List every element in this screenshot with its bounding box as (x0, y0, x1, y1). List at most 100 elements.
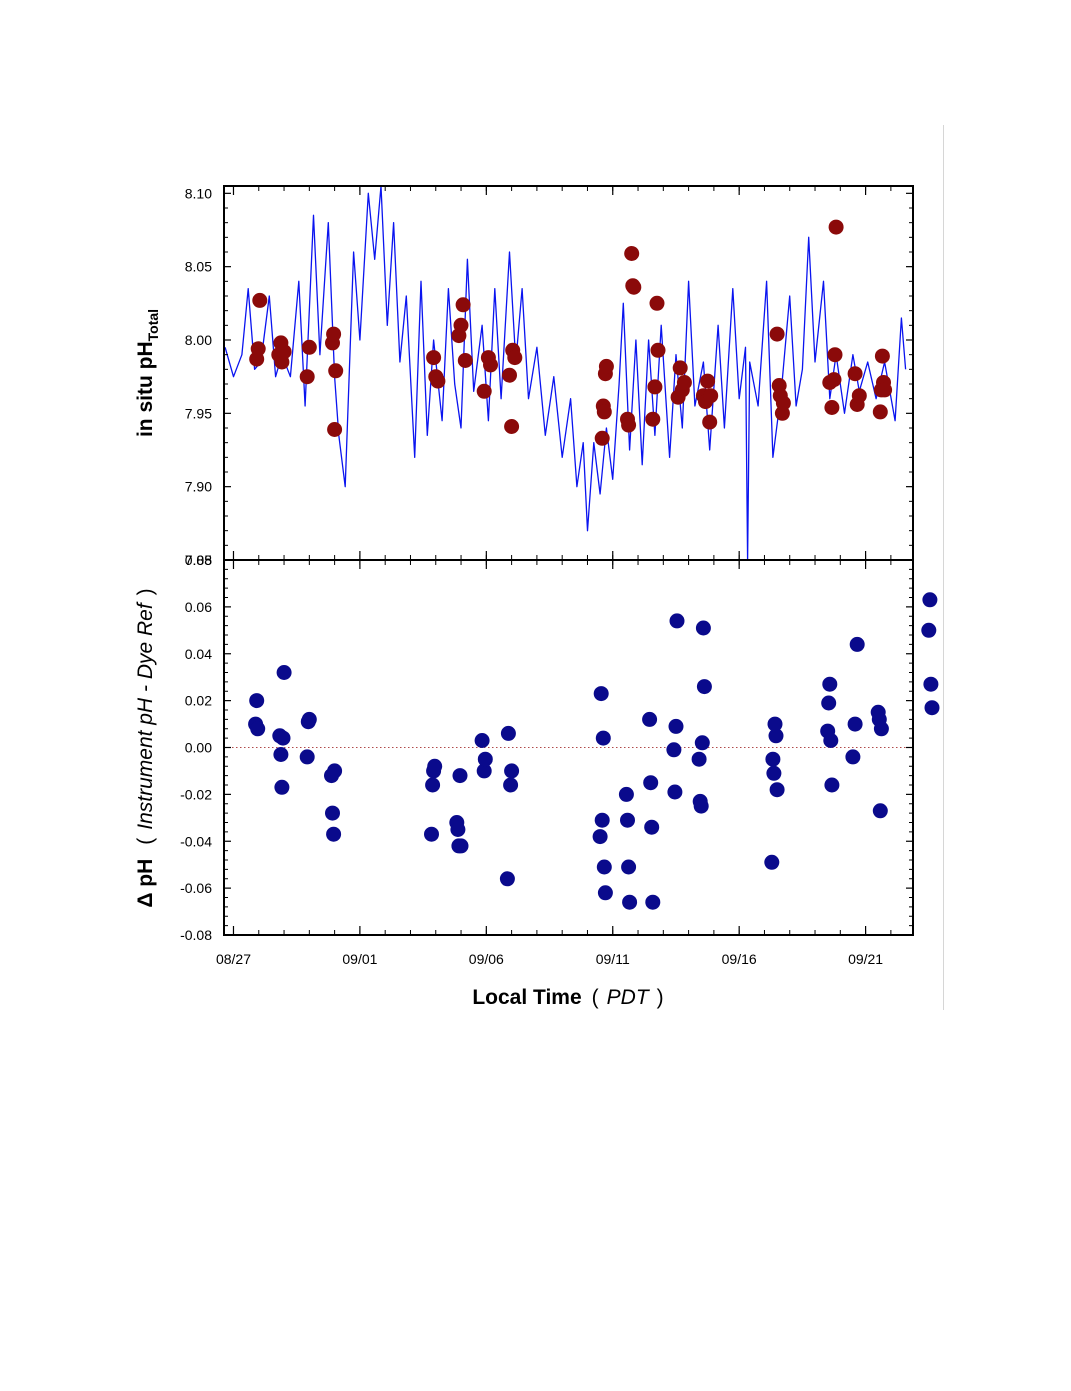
delta-point (249, 693, 265, 709)
delta-point (668, 718, 684, 734)
delta-point (500, 725, 516, 741)
ref-point (276, 344, 292, 360)
delta-point (620, 812, 635, 828)
delta-point (299, 749, 315, 765)
delta-point (504, 763, 520, 779)
bottom-y-tick-label: -0.08 (180, 927, 212, 943)
delta-point (667, 784, 683, 800)
bottom-y-tick-label: -0.02 (180, 786, 212, 802)
bottom-y-tick-label: 0.00 (185, 740, 212, 756)
bottom-y-axis-title-bold: Δ pH (134, 859, 157, 908)
delta-point (425, 777, 441, 793)
delta-point (621, 859, 637, 875)
delta-point (644, 819, 660, 835)
delta-point (767, 716, 783, 732)
ref-point (598, 358, 614, 374)
ref-point (676, 375, 692, 390)
x-tick-label: 09/01 (342, 951, 377, 967)
x-axis-title-italic: PDT (607, 986, 651, 1009)
ref-point (769, 326, 785, 342)
ref-point (925, 400, 940, 415)
delta-point (845, 749, 861, 765)
delta-point (325, 805, 340, 821)
delta-point (873, 721, 889, 737)
bottom-y-tick-label: 0.06 (185, 599, 212, 615)
delta-point (597, 885, 613, 901)
top-y-axis-title-subscript: Total (145, 309, 161, 341)
x-tick-label: 09/11 (596, 951, 630, 967)
delta-point (693, 798, 709, 814)
delta-point (643, 775, 659, 791)
bottom-y-axis-title-close: ) (134, 588, 157, 595)
ref-point (457, 353, 473, 368)
delta-point (618, 786, 634, 802)
delta-point (503, 777, 519, 793)
top-y-tick-label: 8.05 (185, 259, 212, 275)
delta-point (275, 730, 291, 746)
delta-point (452, 768, 468, 784)
delta-point (695, 620, 711, 636)
ref-point (594, 430, 610, 446)
x-axis-title-open: ( (592, 986, 599, 1009)
delta-point (594, 812, 610, 828)
delta-point (924, 700, 940, 716)
ref-point (851, 388, 867, 404)
delta-point (669, 613, 685, 629)
ph-series-line (224, 186, 907, 560)
delta-point (595, 730, 611, 746)
delta-point (822, 676, 838, 692)
ref-point (872, 404, 888, 420)
delta-point (499, 871, 515, 887)
x-tick-label: 08/27 (216, 951, 251, 967)
ref-point (923, 410, 938, 425)
axes: 7.85 7.90 7.95 8.00 8.05 8.10 -0.08 -0.06 -0.04 -… (180, 185, 913, 967)
delta-point (592, 829, 608, 845)
delta-point (696, 679, 712, 695)
ref-point (827, 347, 843, 363)
ref-point (327, 422, 343, 437)
delta-point (642, 711, 658, 727)
x-tick-label: 09/06 (469, 951, 504, 967)
delta-point (694, 735, 710, 751)
delta-point (250, 721, 266, 737)
delta-point (645, 894, 661, 910)
ref-point (700, 373, 716, 389)
right-margin-rule (943, 125, 944, 1010)
ref-point (476, 383, 492, 399)
top-panel-data (224, 186, 941, 560)
top-y-tick-label: 7.90 (185, 479, 212, 495)
delta-point (301, 711, 317, 727)
ref-point (301, 339, 317, 355)
ref-point (775, 395, 791, 411)
ref-point (847, 366, 863, 382)
bottom-y-axis-title-open: ( (134, 838, 157, 845)
delta-point (823, 733, 839, 748)
delta-point (766, 765, 782, 781)
delta-point (764, 854, 780, 870)
x-axis-title: Local Time (PDT) (472, 986, 663, 1009)
delta-point (327, 763, 343, 779)
delta-point (274, 779, 290, 795)
x-tick-label: 09/21 (848, 951, 883, 967)
delta-point (453, 838, 469, 854)
delta-point (824, 777, 840, 793)
ref-point (624, 246, 640, 261)
ref-point (649, 295, 665, 311)
ref-point (926, 347, 941, 362)
bottom-y-axis-title: Δ pH ( Instrument pH - Dye Ref) (134, 588, 157, 907)
bottom-y-axis-title-italic: Instrument pH - Dye Ref (134, 601, 157, 830)
delta-point (273, 747, 289, 762)
ref-point (703, 388, 719, 404)
bottom-panel-data (224, 592, 940, 910)
delta-point (326, 826, 342, 842)
top-y-tick-label: 8.00 (185, 332, 212, 348)
ref-point (250, 341, 266, 357)
delta-point (922, 592, 938, 608)
delta-point (769, 782, 785, 798)
ref-point (874, 348, 890, 364)
top-y-axis-title-main: in situ pH (134, 341, 157, 437)
bottom-y-tick-label: 0.08 (185, 552, 212, 568)
delta-point (768, 728, 784, 744)
delta-point (849, 636, 865, 652)
